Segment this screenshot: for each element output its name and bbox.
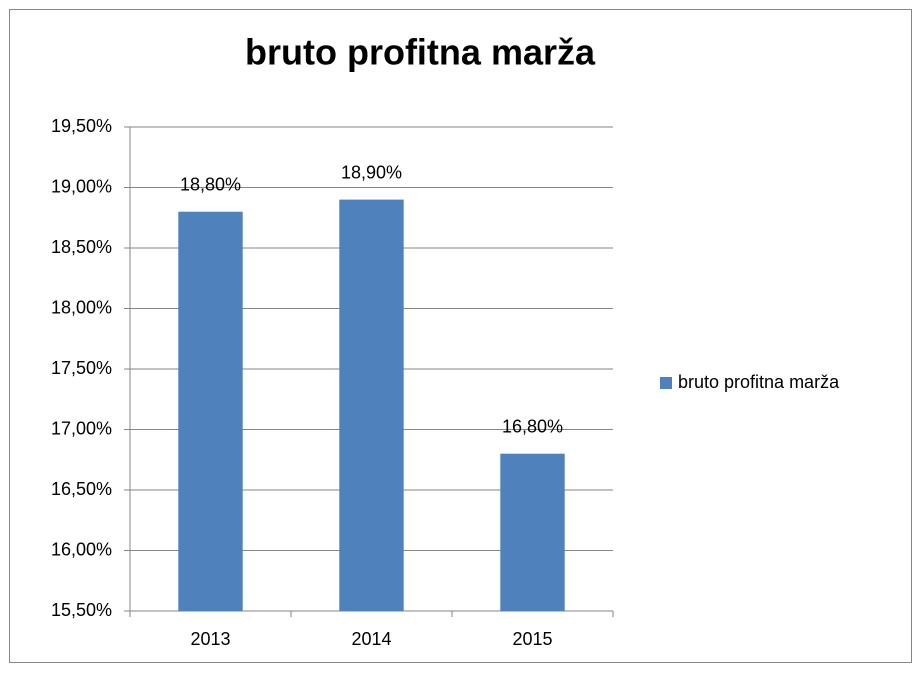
data-label: 18,80% [180,174,241,194]
bar [178,211,243,611]
y-tick-label: 17,50% [51,358,112,378]
data-label: 16,80% [502,416,563,436]
y-tick-label: 16,00% [51,539,112,559]
y-tick-label: 18,00% [51,297,112,317]
bar [339,199,404,611]
bar [500,453,565,611]
x-tick-label: 2014 [351,629,391,649]
y-tick-label: 15,50% [51,600,112,620]
y-tick-label: 16,50% [51,479,112,499]
chart-title: bruto profitna marža [245,32,596,73]
y-tick-label: 18,50% [51,237,112,257]
y-tick-label: 17,00% [51,418,112,438]
chart-frame [9,9,912,663]
x-tick-label: 2015 [512,629,552,649]
data-label: 18,90% [341,162,402,182]
y-tick-label: 19,50% [51,116,112,136]
x-tick-label: 2013 [190,629,230,649]
legend-swatch [660,377,672,389]
legend-label: bruto profitna marža [678,372,840,392]
y-tick-label: 19,00% [51,176,112,196]
